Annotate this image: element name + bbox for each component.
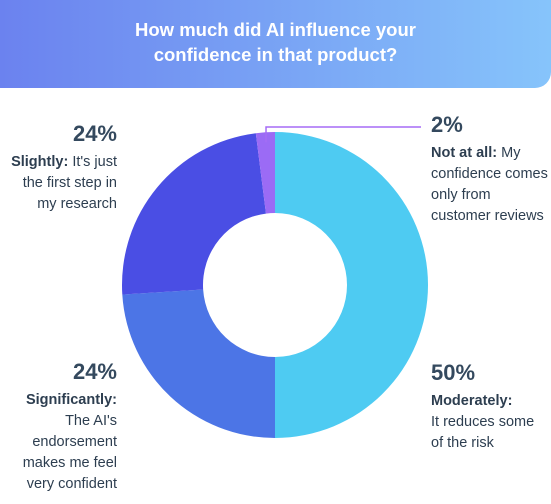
description-not-at-all: Not at all: My confidence comes only fro… [431,145,548,224]
description-significantly: Significantly: The AI's endorsement make… [22,392,117,492]
percent-label-slightly: 24% [72,121,117,146]
slice-text-not-at-all: My confidence comes only from customer r… [431,145,548,224]
percent-label-moderately: 50% [431,360,476,385]
leader-line-not-at-all [265,126,421,143]
description-moderately: Moderately: It reduces some of the risk [431,393,535,451]
slice-text-significantly: The AI's endorsement makes me feel very … [22,413,117,492]
chart-header: How much did AI influence your confidenc… [0,0,551,88]
callout-moderately: 50% Moderately: It reduces some of the ri… [431,360,541,454]
slice-name-significantly: Significantly [25,392,113,408]
percent-label-significantly: 24% [72,359,117,384]
slice-text-slightly: It's just the first step in my research [22,154,117,212]
callout-significantly: 24% Significantly: The AI's endorsement … [4,359,117,495]
slice-name-moderately: Moderately [431,393,508,409]
percent-label-not-at-all: 2% [431,112,463,137]
slice-text-moderately: It reduces some of the risk [431,414,535,451]
slice-slightly [122,133,266,295]
slice-significantly [122,289,275,438]
callout-not-at-all: 2% Not at all: My confidence comes only … [431,112,551,227]
slice-not-at-all [255,132,275,214]
callout-slightly: 24% Slightly: It's just the first step i… [5,121,117,215]
description-slightly: Slightly: It's just the first step in my… [11,154,117,212]
slice-moderately [275,132,428,438]
slice-name-slightly: Slightly [11,154,64,170]
slice-name-not-at-all: Not at all [431,145,493,161]
chart-title: How much did AI influence your confidenc… [135,19,416,65]
